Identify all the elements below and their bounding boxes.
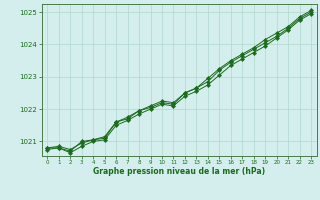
X-axis label: Graphe pression niveau de la mer (hPa): Graphe pression niveau de la mer (hPa) <box>93 167 265 176</box>
